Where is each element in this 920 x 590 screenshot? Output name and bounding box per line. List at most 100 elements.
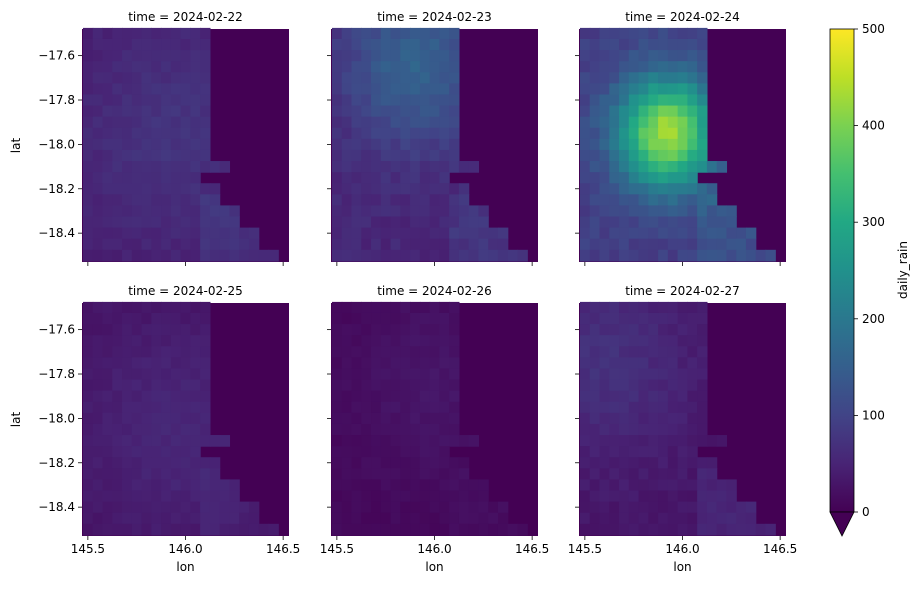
heatmap-cell <box>170 127 182 140</box>
heatmap-cell <box>677 368 688 381</box>
heatmap-cell <box>667 435 679 447</box>
heatmap-cell <box>361 83 372 96</box>
heatmap-cell <box>131 227 143 240</box>
heatmap-cell <box>410 238 421 251</box>
heatmap-cell <box>141 38 152 51</box>
heatmap-cell <box>579 61 591 73</box>
heatmap-cell <box>92 468 104 481</box>
heatmap-cell <box>190 238 201 251</box>
heatmap-cell <box>122 512 133 525</box>
heatmap-cell <box>687 523 698 536</box>
heatmap-cell <box>745 501 757 514</box>
heatmap-cell <box>400 194 411 207</box>
heatmap-cell <box>687 127 698 140</box>
heatmap-cell <box>449 368 460 381</box>
heatmap-cell <box>180 512 191 525</box>
heatmap-cell <box>579 72 591 84</box>
heatmap-cell <box>667 127 679 140</box>
heatmap-cell <box>589 183 601 195</box>
heatmap-cell <box>609 27 620 40</box>
heatmap-cell <box>341 27 353 40</box>
heatmap-cell <box>141 312 152 325</box>
heatmap-cell <box>82 27 94 40</box>
heatmap-cell <box>102 194 113 207</box>
heatmap-cell <box>658 412 669 425</box>
heatmap-cell <box>200 161 211 173</box>
heatmap-cell <box>102 512 113 525</box>
heatmap-cell <box>677 227 688 240</box>
heatmap-cell <box>331 335 343 347</box>
heatmap-cell <box>419 490 431 503</box>
heatmap-cell <box>439 379 450 392</box>
heatmap-cell <box>122 216 133 229</box>
heatmap-cell <box>589 390 601 403</box>
heatmap-cell <box>658 94 669 107</box>
heatmap-cell <box>609 324 620 336</box>
heatmap-cell <box>161 490 172 503</box>
heatmap-cell <box>161 501 172 514</box>
heatmap-cell <box>390 127 401 140</box>
heatmap-cell <box>361 379 372 392</box>
heatmap-cell <box>439 72 450 84</box>
heatmap-cell <box>112 83 123 96</box>
heatmap-cell <box>122 149 133 162</box>
heatmap-cell <box>579 194 591 207</box>
x-tick-label: 146.0 <box>665 542 699 556</box>
heatmap-cell <box>706 512 718 525</box>
heatmap-cell <box>151 357 162 370</box>
heatmap-cell <box>351 127 362 140</box>
heatmap-cell <box>371 490 382 503</box>
heatmap-cell <box>400 38 411 51</box>
heatmap-cell <box>697 72 708 84</box>
heatmap-cell <box>658 183 669 195</box>
heatmap-cell <box>331 346 343 358</box>
heatmap-cell <box>131 501 143 514</box>
heatmap-cell <box>361 194 372 207</box>
heatmap-cell <box>677 446 688 458</box>
colorbar-tick-label: 0 <box>862 505 870 519</box>
heatmap-cell <box>628 357 640 370</box>
heatmap-cell <box>609 423 620 436</box>
heatmap-cell <box>429 357 440 370</box>
heatmap-cell <box>209 479 221 492</box>
heatmap-cell <box>599 423 610 436</box>
heatmap-cell <box>429 83 440 96</box>
heatmap-cell <box>609 183 620 195</box>
heatmap-cell <box>190 61 201 73</box>
heatmap-cell <box>209 249 221 262</box>
heatmap-cell <box>170 105 182 118</box>
heatmap-cell <box>141 205 152 218</box>
heatmap-cell <box>200 312 211 325</box>
heatmap-cell <box>697 138 708 151</box>
heatmap-cell <box>131 194 143 207</box>
heatmap-cell <box>658 379 669 392</box>
heatmap-cell <box>687 172 698 184</box>
heatmap-cell <box>648 523 659 536</box>
heatmap-cell <box>190 324 201 336</box>
heatmap-cell <box>361 346 372 358</box>
heatmap-cell <box>209 216 221 229</box>
heatmap-cell <box>599 301 610 314</box>
heatmap-cell <box>429 457 440 469</box>
heatmap-cell <box>122 94 133 107</box>
heatmap-cell <box>400 412 411 425</box>
heatmap-cell <box>351 172 362 184</box>
heatmap-cell <box>82 390 94 403</box>
heatmap-cell <box>180 490 191 503</box>
heatmap-cell <box>361 105 372 118</box>
heatmap-cell <box>390 379 401 392</box>
heatmap-cell <box>151 38 162 51</box>
heatmap-cell <box>371 172 382 184</box>
heatmap-cell <box>658 501 669 514</box>
heatmap-cell <box>638 27 649 40</box>
heatmap-cell <box>658 161 669 173</box>
panel-title: time = 2024-02-24 <box>625 10 740 24</box>
heatmap-cell <box>390 161 401 173</box>
heatmap-cell <box>361 490 372 503</box>
heatmap-cell <box>410 390 421 403</box>
heatmap-cell <box>410 435 421 447</box>
heatmap-cell <box>351 512 362 525</box>
heatmap-cell <box>706 457 718 469</box>
heatmap-cell <box>658 346 669 358</box>
